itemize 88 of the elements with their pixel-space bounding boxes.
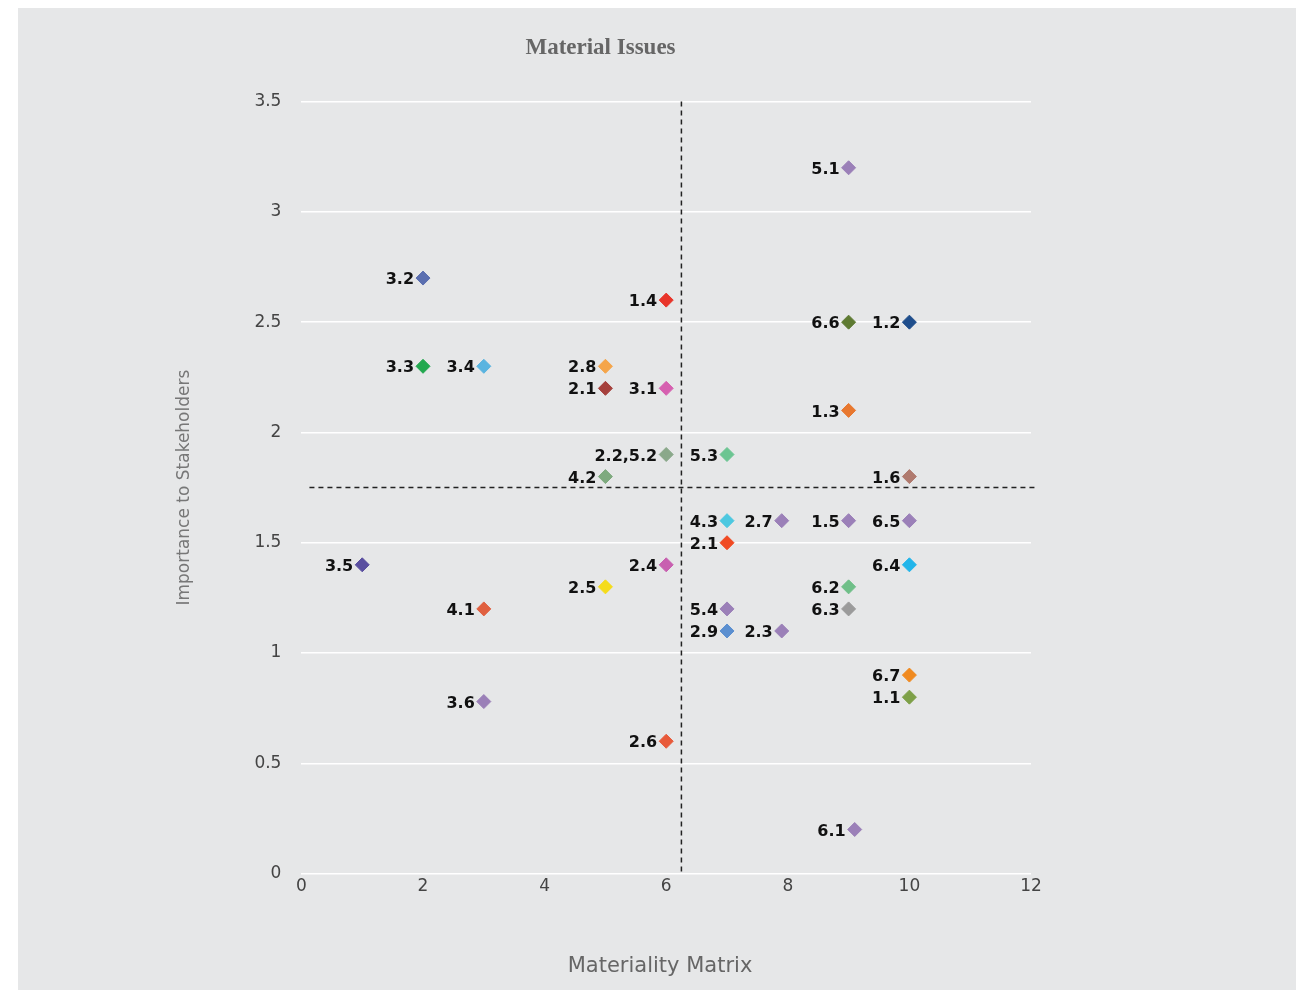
point [901, 469, 917, 485]
point [719, 513, 735, 529]
series-label: 2.7 [744, 511, 773, 531]
point [597, 380, 613, 396]
point [658, 380, 674, 396]
point [901, 689, 917, 705]
series-label: 2.4 [628, 555, 658, 575]
point [841, 160, 857, 176]
y-tick-label: 0 [270, 862, 282, 883]
series-label: 2.6 [628, 732, 658, 752]
x-tick-label: 0 [296, 875, 307, 896]
x-tick-label: 2 [417, 875, 429, 896]
x-tick-label: 10 [898, 875, 921, 896]
y-tick-label: 3 [270, 200, 282, 221]
series-label: 2.1 [689, 533, 719, 553]
series-label: 3.6 [446, 692, 475, 712]
point [354, 557, 370, 573]
point [719, 623, 735, 639]
point [658, 447, 674, 463]
point [901, 557, 917, 573]
point [841, 579, 857, 595]
x-tick-label: 6 [660, 875, 672, 896]
point [774, 623, 790, 639]
series-label: 6.3 [811, 600, 840, 620]
series-label: 6.2 [811, 578, 840, 598]
point [597, 579, 613, 595]
series-label: 6.1 [817, 820, 846, 840]
point [658, 557, 674, 573]
point [841, 513, 857, 529]
series-label: 3.1 [628, 379, 658, 399]
point [774, 513, 790, 529]
series-label: 1.4 [628, 291, 658, 311]
y-tick-label: 2.5 [254, 310, 282, 331]
series-label: 5.1 [811, 158, 840, 178]
y-tick-label: 3.5 [254, 90, 282, 111]
point [841, 402, 857, 418]
series-label: 1.3 [811, 401, 840, 421]
series-label: 6.4 [872, 555, 901, 575]
point [415, 270, 431, 286]
chart-title: Material Issues [525, 33, 676, 59]
x-tick-label: 8 [782, 875, 794, 896]
point [597, 358, 613, 374]
point [476, 358, 492, 374]
point [901, 513, 917, 529]
series-label: 2.2,5.2 [594, 445, 658, 465]
series-label: 1.5 [811, 511, 840, 531]
series-label: 6.7 [872, 666, 901, 686]
x-tick-label: 12 [1020, 875, 1042, 896]
point [901, 314, 917, 330]
series-label: 2.5 [568, 578, 597, 598]
y-axis-title: Importance to Stakeholders [172, 369, 193, 606]
series-label: 1.2 [872, 313, 901, 333]
point [841, 601, 857, 617]
y-tick-label: 2 [270, 420, 282, 441]
point [847, 821, 863, 837]
series-label: 2.3 [744, 622, 773, 642]
series-label: 4.1 [446, 600, 475, 620]
series-label: 3.2 [385, 269, 415, 289]
series-label: 6.5 [872, 511, 901, 531]
x-tick-label: 4 [539, 875, 551, 896]
series-label: 5.3 [689, 445, 719, 465]
series-label: 4.3 [689, 511, 719, 531]
point [841, 314, 857, 330]
text: Materiality Matrix [567, 953, 753, 977]
point [658, 292, 674, 308]
series-label: 3.4 [446, 357, 475, 377]
series-label: 1.1 [872, 688, 901, 708]
point [476, 601, 492, 617]
point [476, 694, 492, 710]
point [597, 469, 613, 485]
point [415, 358, 431, 374]
point [719, 447, 735, 463]
point [901, 667, 917, 683]
y-tick-label: 1.5 [254, 531, 282, 552]
point [719, 601, 735, 617]
series-label: 1.6 [872, 467, 901, 487]
point [658, 733, 674, 749]
series-label: 2.8 [568, 357, 597, 377]
series-label: 3.5 [324, 555, 354, 575]
series-label: 5.4 [689, 600, 719, 620]
series-label: 2.9 [689, 622, 719, 642]
series-label: 2.1 [568, 379, 597, 399]
y-tick-label: 1 [270, 641, 282, 662]
y-tick-label: 0.5 [254, 751, 282, 772]
series-label: 3.3 [385, 357, 415, 377]
point [719, 535, 735, 551]
series-label: 6.6 [811, 313, 840, 333]
series-label: 4.2 [568, 467, 597, 487]
